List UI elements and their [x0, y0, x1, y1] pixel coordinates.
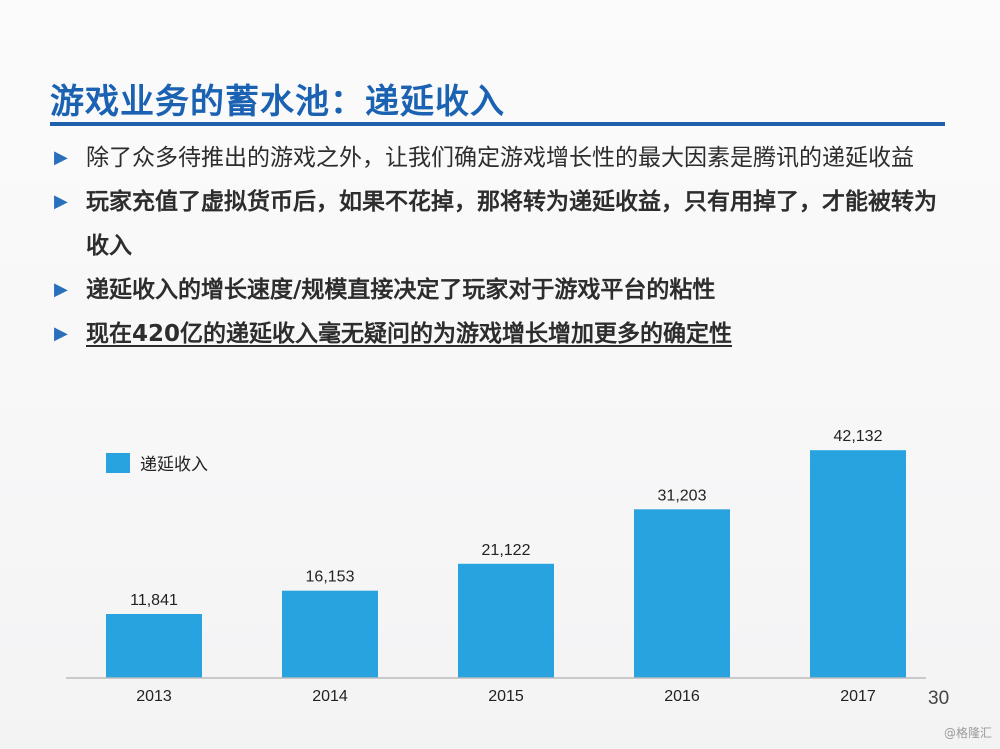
- bullet-item-4: ▶ 现在420亿的递延收入毫无疑问的为游戏增长增加更多的确定性: [52, 312, 942, 356]
- bullet-arrow-icon: ▶: [54, 323, 68, 344]
- bar-2013: [106, 614, 202, 678]
- bullet-list: ▶ 除了众多待推出的游戏之外，让我们确定游戏增长性的最大因素是腾讯的递延收益 ▶…: [52, 136, 942, 356]
- bullet-text: 除了众多待推出的游戏之外，让我们确定游戏增长性的最大因素是腾讯的递延收益: [86, 145, 914, 171]
- slide-title: 游戏业务的蓄水池：递延收入: [50, 82, 505, 122]
- title-divider: [50, 122, 945, 126]
- chart-legend: 递延收入: [106, 453, 208, 474]
- bullet-item-2: ▶ 玩家充值了虚拟货币后，如果不花掉，那将转为递延收益，只有用掉了，才能被转为收…: [52, 180, 942, 268]
- deferred-revenue-chart: 递延收入 11,841 16,153 21,122 31,203 42,132 2013…: [66, 412, 926, 722]
- data-label-2014: 16,153: [306, 569, 355, 586]
- legend-label: 递延收入: [140, 455, 208, 474]
- bar-2014: [282, 590, 378, 678]
- page-number: 30: [928, 688, 950, 709]
- x-tick-2015: 2015: [488, 688, 524, 705]
- x-tick-2014: 2014: [312, 688, 348, 705]
- bullet-item-3: ▶ 递延收入的增长速度/规模直接决定了玩家对于游戏平台的粘性: [52, 268, 942, 312]
- bar-group: 11,841 16,153 21,122 31,203 42,132: [106, 428, 906, 678]
- data-label-2013: 11,841: [130, 592, 178, 609]
- data-label-2016: 31,203: [658, 487, 707, 504]
- x-tick-2017: 2017: [840, 688, 876, 705]
- bar-2015: [458, 563, 554, 678]
- bar-2016: [634, 509, 730, 678]
- bar-2017: [810, 450, 906, 678]
- watermark: @格隆汇: [943, 726, 992, 740]
- bullet-arrow-icon: ▶: [54, 147, 68, 168]
- bullet-arrow-icon: ▶: [54, 279, 68, 300]
- bullet-arrow-icon: ▶: [54, 191, 68, 212]
- x-axis-tick-labels: 2013 2014 2015 2016 2017: [136, 688, 876, 705]
- bullet-text: 玩家充值了虚拟货币后，如果不花掉，那将转为递延收益，只有用掉了，才能被转为收入: [86, 189, 937, 259]
- x-tick-2013: 2013: [136, 688, 172, 705]
- bullet-item-1: ▶ 除了众多待推出的游戏之外，让我们确定游戏增长性的最大因素是腾讯的递延收益: [52, 136, 942, 180]
- x-tick-2016: 2016: [664, 688, 700, 705]
- legend-swatch: [106, 453, 130, 473]
- data-label-2017: 42,132: [834, 428, 883, 445]
- bullet-text: 递延收入的增长速度/规模直接决定了玩家对于游戏平台的粘性: [86, 277, 716, 303]
- bullet-text: 现在420亿的递延收入毫无疑问的为游戏增长增加更多的确定性: [86, 321, 733, 347]
- data-label-2015: 21,122: [482, 542, 531, 559]
- bar-chart-svg: 递延收入 11,841 16,153 21,122 31,203 42,132 2013…: [66, 428, 926, 705]
